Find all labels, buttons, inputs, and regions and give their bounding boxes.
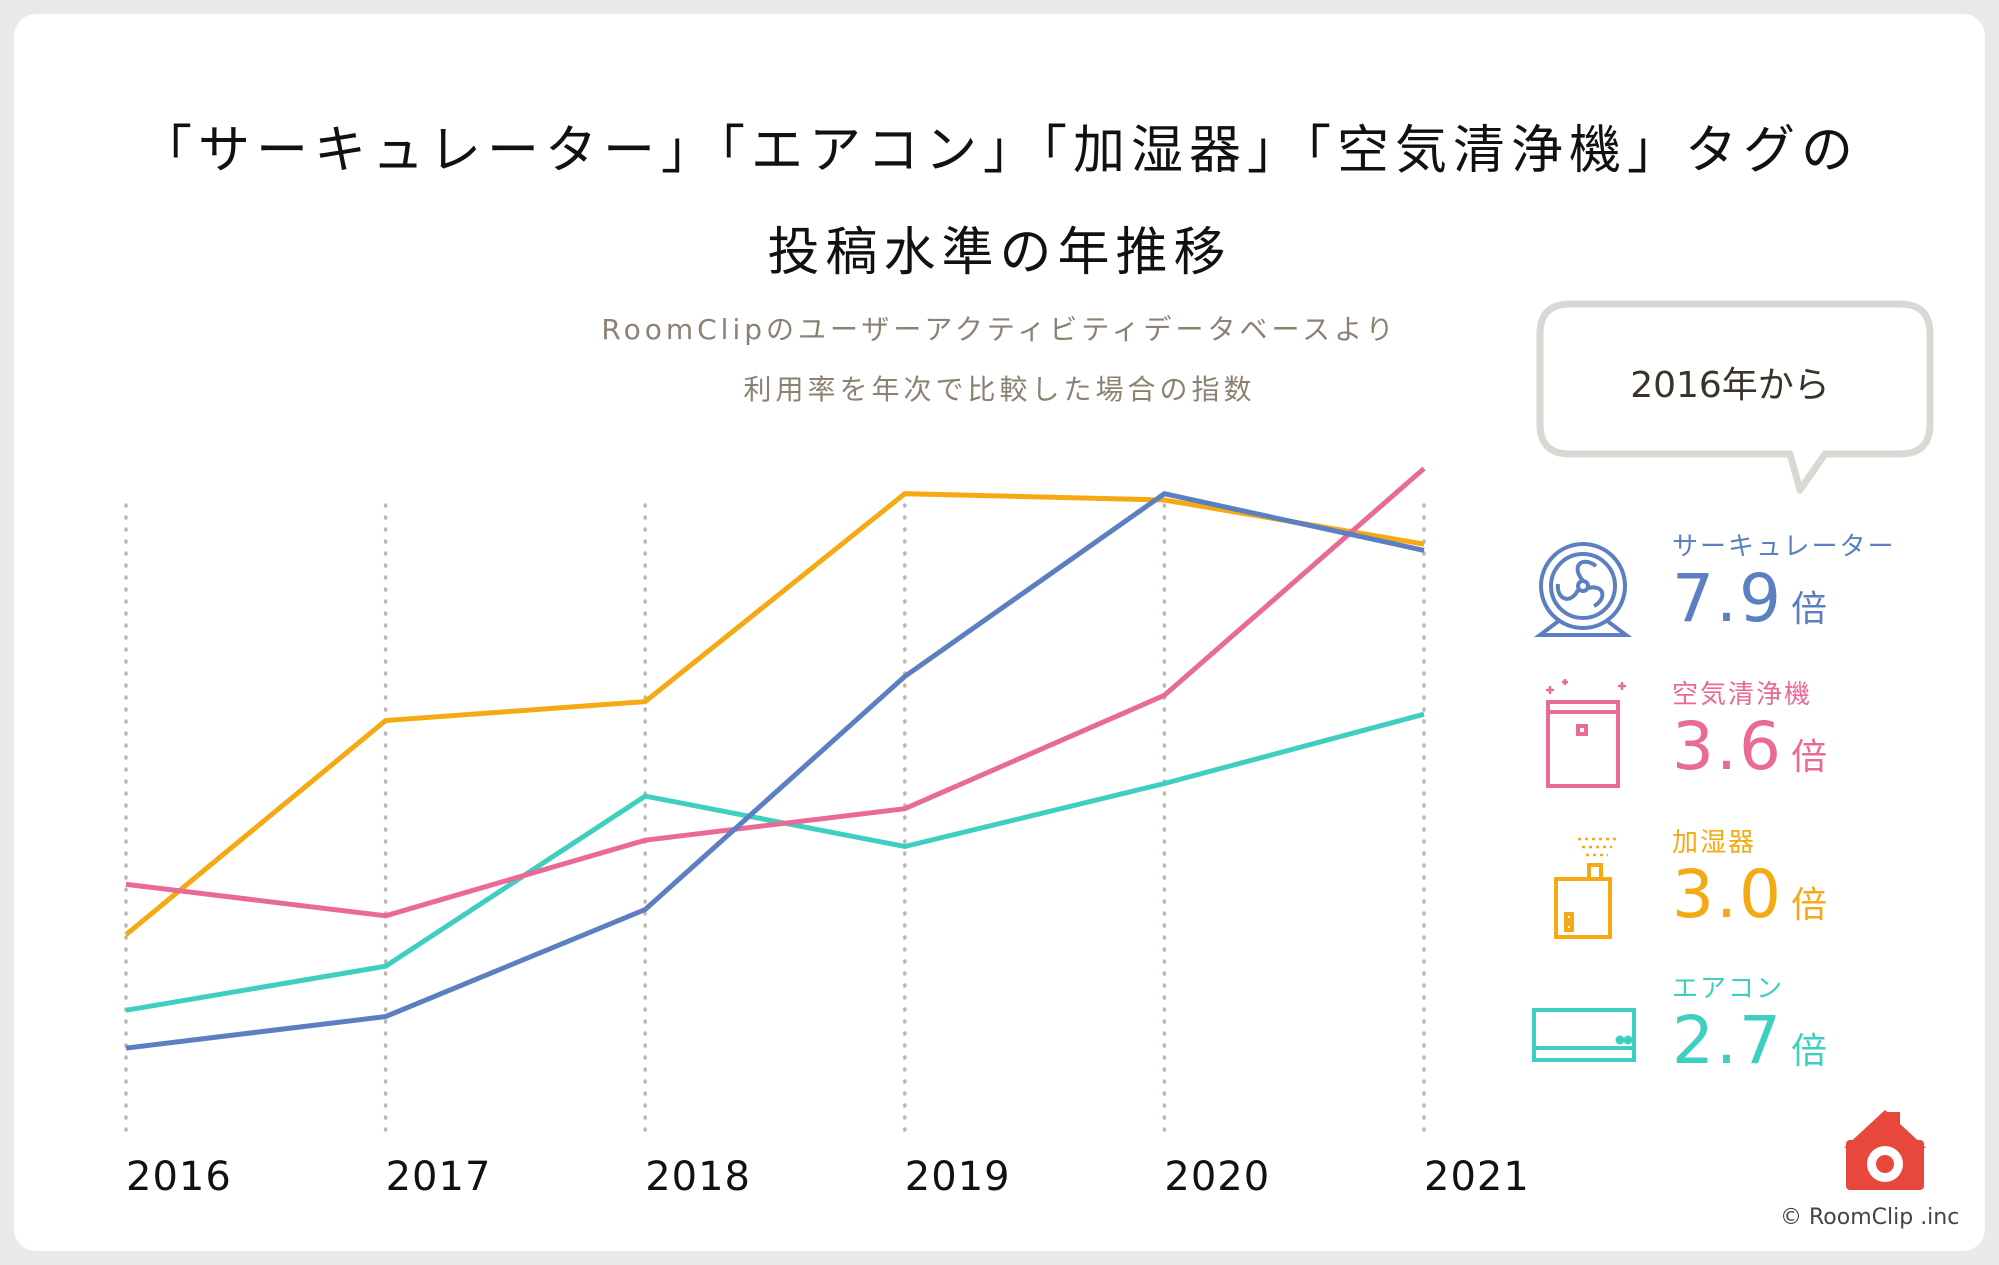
x-tick-label: 2016 (126, 1154, 232, 1200)
copyright: © RoomClip .inc (1780, 1205, 1959, 1230)
roomclip-logo-icon (1844, 1110, 1926, 1190)
x-tick-label: 2017 (386, 1154, 492, 1200)
legend-value-air-purifier: 3.6 倍 (1672, 708, 1829, 785)
chart-subtitle-line-2: 利用率を年次で比較した場合の指数 (743, 373, 1256, 406)
x-tick-layer: 2016 2017 2018 2019 2020 2021 (126, 1154, 1530, 1200)
legend-unit: 倍 (1790, 589, 1829, 630)
callout-bubble (1536, 300, 1934, 494)
legend-number: 3.0 (1672, 856, 1783, 933)
chart-subtitle-line-1: RoomClipのユーザーアクティビティデータベースより (601, 313, 1398, 346)
legend-name-air-conditioner: エアコン (1672, 974, 1785, 1004)
x-tick-label: 2020 (1164, 1154, 1270, 1200)
series-layer (124, 466, 1426, 1051)
grid-layer (124, 503, 1426, 1132)
legend-number: 2.7 (1672, 1002, 1783, 1079)
humidifier-icon (1554, 837, 1616, 939)
legend-unit: 倍 (1790, 885, 1829, 926)
copyright-text: RoomClip .inc (1809, 1205, 1960, 1230)
x-tick-label: 2019 (905, 1154, 1011, 1200)
legend-value-humidifier: 3.0 倍 (1672, 856, 1829, 933)
series-line-circulator (125, 491, 1425, 1051)
series-line-air-purifier (125, 466, 1426, 919)
air-conditioner-icon (1532, 1008, 1636, 1062)
chart-card (14, 14, 1985, 1251)
legend-unit: 倍 (1790, 737, 1829, 778)
legend-name-humidifier: 加湿器 (1672, 828, 1757, 858)
callout-text: 2016年から (1630, 365, 1830, 406)
legend-value-air-conditioner: 2.7 倍 (1672, 1002, 1829, 1079)
legend-unit: 倍 (1790, 1031, 1829, 1072)
legend-name-circulator: サーキュレーター (1672, 532, 1896, 562)
series-line-air-conditioner (125, 711, 1425, 1013)
circulator-fan-icon (1534, 542, 1632, 637)
legend-value-circulator: 7.9 倍 (1672, 560, 1829, 637)
legend-name-air-purifier: 空気清浄機 (1672, 680, 1813, 710)
air-purifier-icon (1546, 679, 1626, 788)
legend-number: 3.6 (1672, 708, 1783, 785)
x-tick-label: 2021 (1424, 1154, 1530, 1200)
legend-number: 7.9 (1672, 560, 1783, 637)
chart-title-line-1: 「サーキュレーター」「エアコン」「加湿器」「空気清浄機」タグの (140, 121, 1859, 181)
series-line-humidifier (124, 491, 1425, 937)
copyright-icon: © (1780, 1205, 1809, 1230)
x-tick-label: 2018 (645, 1154, 751, 1200)
chart-title-line-2: 投稿水準の年推移 (767, 223, 1232, 283)
